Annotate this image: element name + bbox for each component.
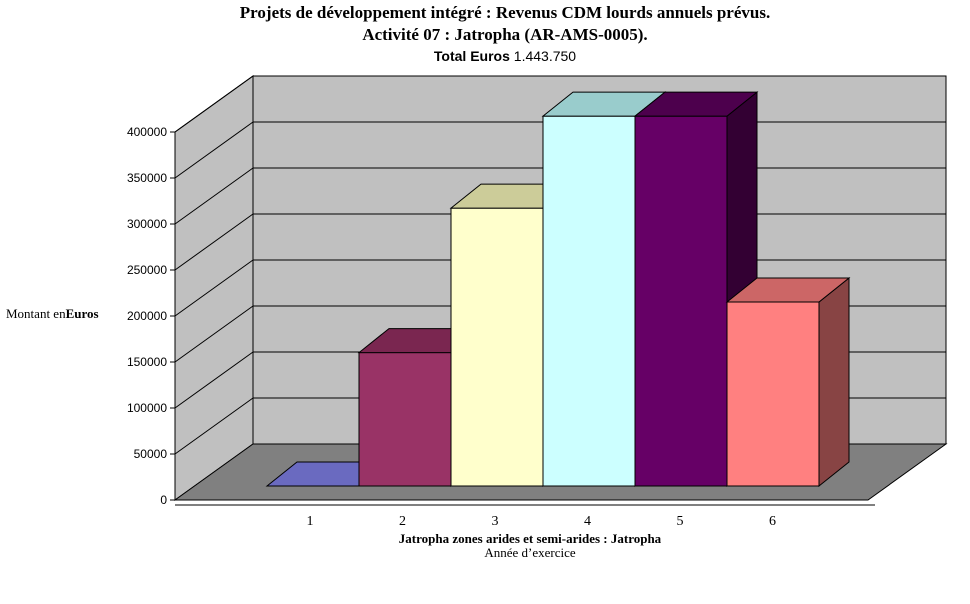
bar-top-5 — [633, 91, 759, 117]
side-gridline — [174, 305, 254, 363]
bar-side-6 — [818, 276, 850, 488]
side-gridline — [174, 75, 254, 133]
side-gridline — [174, 213, 254, 271]
total-label: Total Euros — [433, 48, 510, 64]
x-tick-label: 2 — [399, 514, 406, 529]
x-axis-label-line2: Année d’exercice — [484, 545, 576, 560]
y-axis-label-unit: Euros — [65, 306, 99, 321]
y-axis-label-prefix: Montant en — [6, 306, 66, 321]
x-tick-label: 1 — [307, 514, 314, 529]
y-tick-label: 400000 — [127, 125, 167, 139]
bar-4 — [542, 115, 636, 487]
x-tick-label: 5 — [677, 514, 684, 529]
bar-top-6 — [725, 277, 851, 303]
y-tick-label: 350000 — [127, 171, 167, 185]
bar-2 — [358, 352, 452, 487]
y-axis-label: Montant enEuros — [6, 306, 99, 322]
chart-title-line2: Activité 07 : Jatropha (AR-AMS-0005). — [362, 25, 648, 44]
y-tick-label: 50000 — [134, 447, 168, 461]
x-tick-label: 4 — [584, 514, 591, 529]
side-gridline — [174, 351, 254, 409]
bar-3 — [450, 207, 544, 487]
bar-6 — [726, 301, 820, 487]
x-tick-label: 6 — [769, 514, 776, 529]
y-tick-label: 0 — [160, 493, 167, 507]
y-tick-label: 200000 — [127, 309, 167, 323]
side-gridline — [174, 167, 254, 225]
side-gridline — [174, 397, 254, 455]
chart-title-line1: Projets de développement intégré : Reven… — [239, 3, 771, 22]
x-axis-label-line1: Jatropha zones arides et semi-arides : J… — [398, 531, 662, 546]
side-gridline — [174, 259, 254, 317]
total-value: 1.443.750 — [513, 48, 577, 64]
x-tick-label: 3 — [492, 514, 499, 529]
side-gridline — [174, 121, 254, 179]
bar-5 — [634, 115, 728, 487]
y-tick-label: 100000 — [127, 401, 167, 415]
chart-total: Total Euros 1.443.750 — [0, 48, 970, 64]
y-tick-label: 150000 — [127, 355, 167, 369]
y-tick-label: 250000 — [127, 263, 167, 277]
y-tick-label: 300000 — [127, 217, 167, 231]
